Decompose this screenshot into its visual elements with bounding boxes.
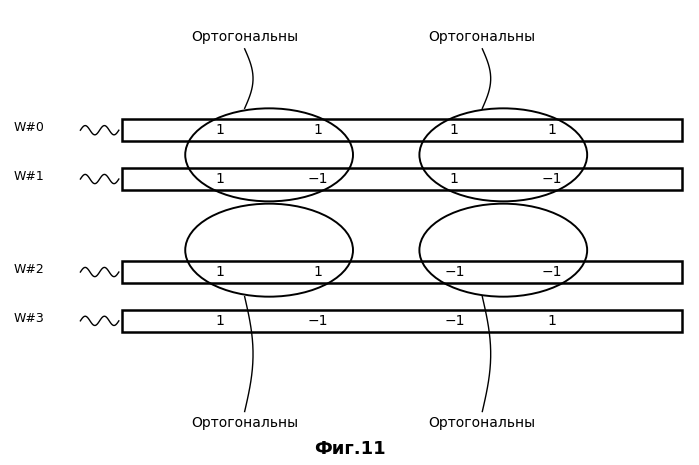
- Text: 1: 1: [216, 265, 224, 279]
- Text: W#3: W#3: [14, 312, 45, 325]
- Text: 1: 1: [548, 123, 556, 137]
- Text: W#2: W#2: [14, 263, 45, 276]
- Text: W#0: W#0: [14, 121, 45, 134]
- Text: 1: 1: [314, 123, 322, 137]
- Text: 1: 1: [314, 265, 322, 279]
- Text: −1: −1: [542, 265, 563, 279]
- Text: −1: −1: [542, 172, 563, 186]
- Text: Ортогональны: Ортогональны: [428, 416, 536, 430]
- Bar: [122, 261, 682, 283]
- Text: W#1: W#1: [14, 170, 45, 183]
- Text: −1: −1: [444, 265, 465, 279]
- Text: 1: 1: [216, 172, 224, 186]
- Text: 1: 1: [548, 314, 556, 328]
- Text: Ортогональны: Ортогональны: [428, 30, 536, 44]
- Text: −1: −1: [308, 314, 329, 328]
- Text: 1: 1: [450, 123, 459, 137]
- Bar: [122, 119, 682, 141]
- Text: 1: 1: [216, 123, 224, 137]
- Text: −1: −1: [444, 314, 465, 328]
- Bar: [122, 310, 682, 332]
- Text: −1: −1: [308, 172, 329, 186]
- Bar: [122, 168, 682, 190]
- Text: Фиг.11: Фиг.11: [314, 440, 385, 458]
- Text: 1: 1: [450, 172, 459, 186]
- Text: 1: 1: [216, 314, 224, 328]
- Text: Ортогональны: Ортогональны: [191, 30, 298, 44]
- Text: Ортогональны: Ортогональны: [191, 416, 298, 430]
